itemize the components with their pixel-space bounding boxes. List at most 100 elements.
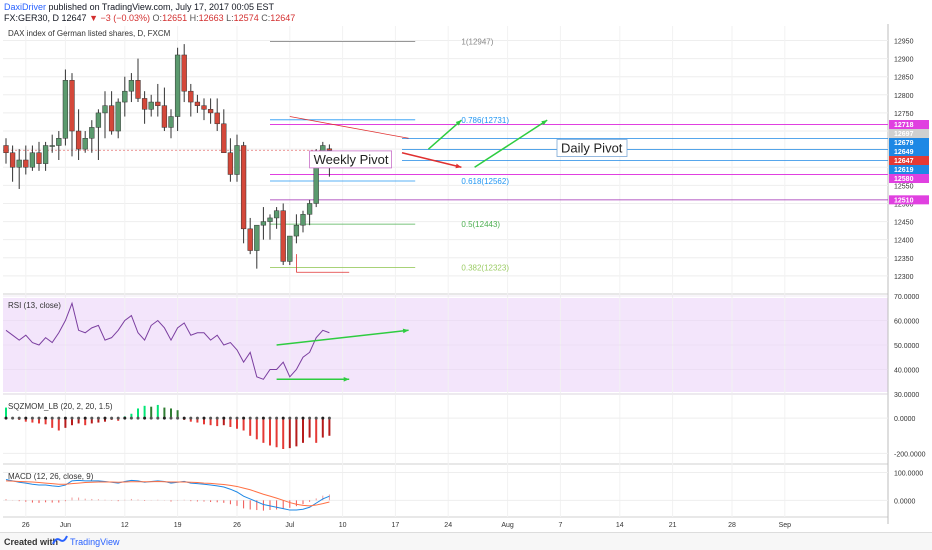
fib-level-label: 1(12947)	[461, 38, 493, 47]
candle-body	[49, 145, 55, 147]
candle-body	[82, 138, 88, 150]
squeeze-dot	[50, 416, 54, 420]
candle-body	[128, 80, 135, 92]
candle-body	[174, 54, 181, 117]
price-tag: 12649	[889, 147, 929, 157]
squeeze-dot	[301, 416, 305, 420]
candle-body	[3, 145, 9, 154]
low-value: 12574	[233, 13, 259, 23]
tradingview-logo-icon	[52, 535, 68, 545]
price-tick-label: 12800	[894, 93, 914, 100]
time-tick-label: 19	[174, 522, 182, 529]
time-tick-label: Jul	[285, 522, 294, 529]
price-tag: 12679	[889, 138, 929, 148]
squeeze-dot	[255, 416, 259, 420]
squeeze-dot	[17, 416, 21, 420]
candle-body	[306, 203, 313, 215]
candle-body	[287, 235, 293, 262]
time-tick-label: Aug	[501, 522, 514, 529]
candle-body	[29, 152, 36, 168]
footer-bar: Created with TradingView	[0, 532, 932, 550]
close-value: 12647	[270, 13, 296, 23]
candle-body	[115, 101, 121, 132]
time-tick-label: Jun	[60, 522, 71, 529]
tradingview-brand[interactable]: TradingView	[70, 537, 120, 547]
squeeze-dot	[116, 416, 120, 420]
price-tick-label: 12900	[894, 57, 914, 64]
candle-body	[56, 138, 62, 146]
squeeze-dot	[44, 416, 48, 420]
squeeze-dot	[176, 416, 180, 420]
time-tick-label: 28	[728, 522, 736, 529]
rsi-tick-label: 70.0000	[894, 294, 919, 301]
squeeze-dot	[189, 416, 193, 420]
squeeze-dot	[96, 416, 100, 420]
price-tick-label: 12550	[894, 183, 914, 190]
publish-info: DaxiDriver published on TradingView.com,…	[4, 2, 274, 12]
time-tick-label: 14	[616, 522, 624, 529]
candle-body	[161, 105, 168, 128]
price-tag-bg	[889, 165, 929, 175]
candle-body	[148, 101, 154, 110]
trend-line-upper	[289, 116, 409, 139]
fib-level-label: 0.382(12323)	[461, 264, 509, 273]
squeeze-dot	[222, 416, 226, 420]
price-tag: 12510	[889, 195, 929, 205]
open-value: 12651	[162, 13, 188, 23]
squeeze-dot	[268, 416, 272, 420]
candle-body	[23, 159, 29, 168]
time-tick-label: 24	[444, 522, 452, 529]
squeeze-dot	[182, 416, 186, 420]
author-link[interactable]: DaxiDriver	[4, 2, 47, 12]
squeeze-dot	[288, 416, 292, 420]
signal-line	[5, 480, 330, 507]
price-tag-label: 12697	[894, 131, 914, 138]
daily-pivot-label: Daily Pivot	[561, 140, 623, 155]
squeeze-dot	[103, 416, 107, 420]
symbol-info: FX:GER30, D 12647 ▼ −3 (−0.03%) O:12651 …	[4, 13, 296, 23]
macd-tick-label: 100.0000	[894, 471, 923, 478]
squeeze-dot	[83, 416, 87, 420]
candle-body	[122, 90, 128, 103]
fib-level-label: 0.5(12443)	[461, 220, 500, 229]
bullish-arrow-1	[427, 119, 462, 150]
price-tag: 12647	[889, 156, 929, 166]
squeeze-dot	[275, 416, 279, 420]
candle-body	[326, 148, 333, 151]
change-value: ▼ −3 (−0.03%)	[89, 13, 151, 23]
fib-level-label: 0.618(12562)	[461, 177, 509, 186]
time-tick-label: 26	[22, 522, 30, 529]
candle-body	[181, 54, 187, 92]
price-tag-bg	[889, 195, 929, 205]
price-tag-label: 12647	[894, 158, 914, 165]
squeeze-dot	[314, 416, 318, 420]
squeeze-dot	[149, 416, 153, 420]
time-tick-label: Sep	[779, 522, 792, 529]
price-tag-bg	[889, 138, 929, 148]
squeeze-dot	[321, 416, 325, 420]
squeeze-dot	[70, 416, 74, 420]
squeeze-dot	[169, 416, 173, 420]
weekly-pivot-box	[309, 150, 393, 169]
candle-body	[102, 105, 108, 114]
candle-body	[9, 152, 16, 168]
rsi-divergence-upper-head	[402, 328, 409, 334]
rsi-tick-label: 30.0000	[894, 392, 919, 399]
price-tick-label: 12450	[894, 220, 914, 227]
price-tag-bg	[889, 129, 929, 139]
candle-body	[234, 145, 240, 175]
last-price: 12647	[61, 13, 87, 23]
squeeze-dot	[235, 416, 239, 420]
time-tick-label: 12	[121, 522, 129, 529]
candle-body	[273, 210, 280, 219]
squeeze-dot	[248, 416, 252, 420]
candle-body	[36, 152, 42, 164]
bullish-arrow-2-head	[541, 120, 548, 126]
price-tag-label: 12679	[894, 140, 914, 147]
chart-canvas[interactable]: 1230012350124001245012500125501260012650…	[0, 24, 932, 532]
price-tag-bg	[889, 120, 929, 130]
price-tag-label: 12649	[894, 149, 914, 156]
squeeze-dot	[123, 416, 127, 420]
squeeze-dot	[156, 416, 160, 420]
